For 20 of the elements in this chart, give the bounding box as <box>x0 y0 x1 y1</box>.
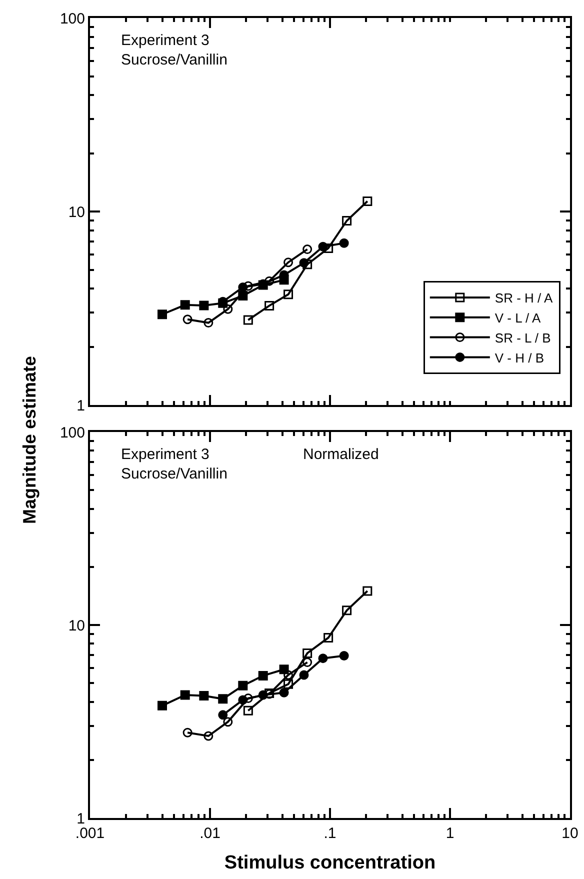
x-tick-label: .01 <box>200 825 220 842</box>
annotation: Experiment 3 Sucrose/Vanillin <box>121 446 228 482</box>
legend-label: SR - L / B <box>494 330 551 346</box>
y-tick-label: 1 <box>76 810 85 828</box>
x-tick-label: .1 <box>324 825 336 842</box>
x-tick-label: 1 <box>446 825 454 842</box>
y-tick-label: 100 <box>60 424 85 442</box>
y-tick-label: 10 <box>68 204 85 221</box>
legend-label: V - L / A <box>494 310 541 326</box>
y-axis-title: Magnitude estimate <box>20 356 40 524</box>
legend-label: SR - H / A <box>494 290 554 306</box>
annotation: Normalized <box>303 446 379 463</box>
y-tick-label: 1 <box>76 397 85 414</box>
x-tick-label: 10 <box>562 825 578 842</box>
x-tick-label: .001 <box>75 825 105 842</box>
y-tick-label: 10 <box>68 617 85 634</box>
legend-label: V - H / B <box>494 350 544 366</box>
x-axis-title: Stimulus concentration <box>224 852 436 874</box>
y-tick-label: 100 <box>60 10 85 28</box>
annotation: Experiment 3 Sucrose/Vanillin <box>121 32 228 68</box>
